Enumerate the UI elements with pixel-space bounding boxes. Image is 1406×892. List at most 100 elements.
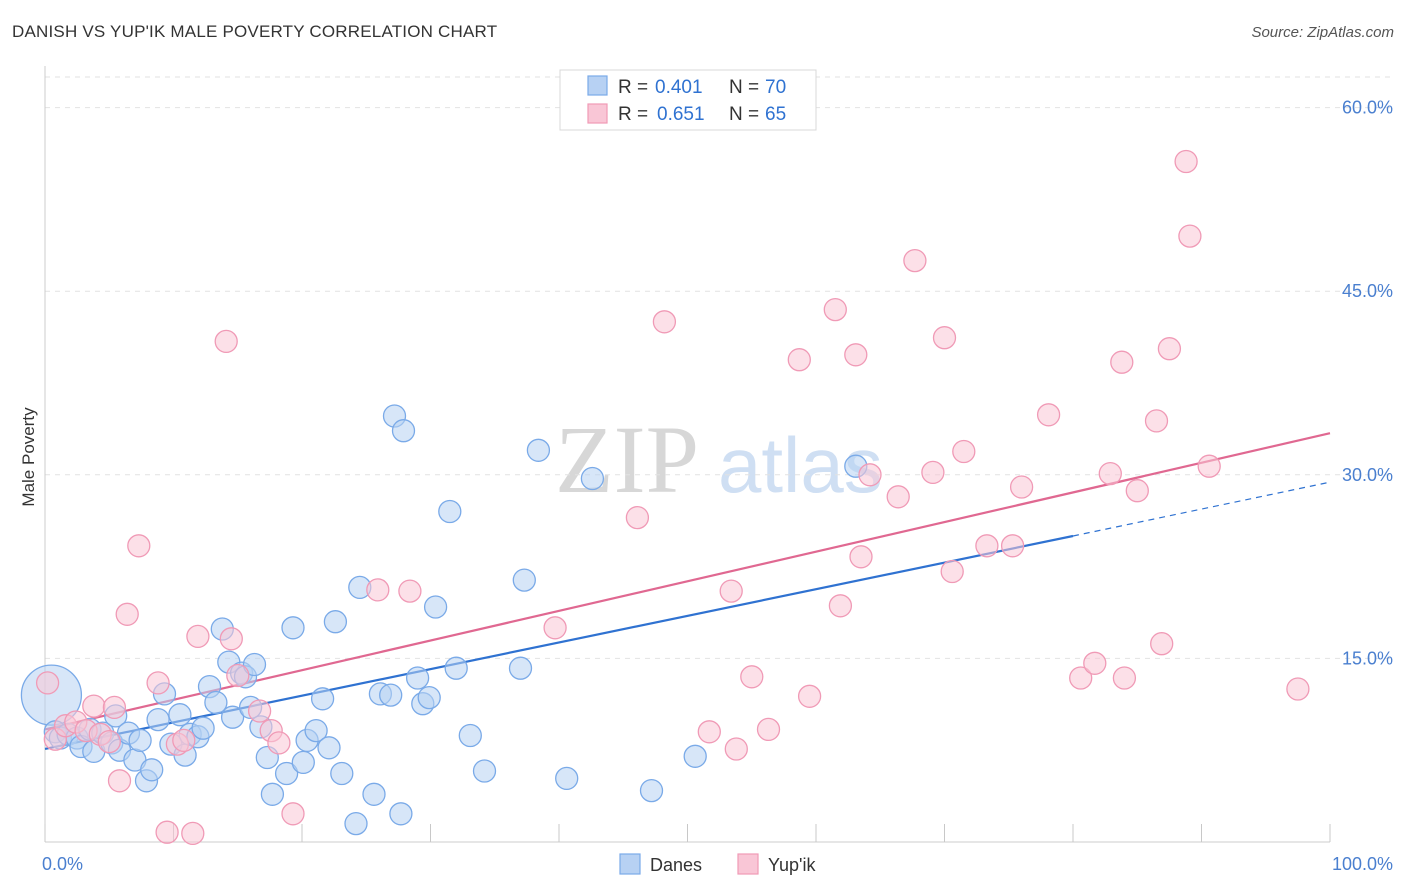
yupik-point: [828, 594, 853, 618]
watermark: ZIP atlas: [555, 406, 883, 513]
danes-point: [362, 782, 386, 806]
yupik-point: [952, 439, 976, 464]
yupik-point: [214, 329, 238, 354]
yupik-point: [1036, 403, 1061, 427]
danes-point: [146, 707, 170, 732]
danes-point: [423, 595, 448, 619]
danes-point: [330, 761, 354, 786]
danes-point: [472, 759, 497, 783]
danes-point: [512, 568, 536, 592]
yupik-point: [35, 671, 60, 695]
yupik-point: [115, 602, 139, 626]
yupik-point: [247, 699, 272, 723]
yupik-point: [366, 578, 390, 602]
y-tick-label: 30.0%: [1342, 465, 1393, 485]
danes-point: [405, 666, 430, 690]
y-tick-label: 60.0%: [1342, 98, 1393, 118]
yupik-point: [697, 720, 721, 744]
yupik-point: [797, 684, 822, 708]
yupik-point: [787, 348, 811, 372]
chart-title: DANISH VS YUP'IK MALE POVERTY CORRELATIO…: [12, 22, 498, 41]
yupik-point: [219, 627, 243, 651]
danes-point: [458, 723, 482, 748]
yupik-point: [858, 463, 882, 487]
danes-point: [508, 656, 533, 680]
danes-point: [291, 750, 315, 775]
yupik-point: [740, 665, 764, 689]
danes-point: [281, 616, 305, 640]
legend-r-value-danes: 0.401: [655, 77, 703, 98]
yupik-point: [1286, 677, 1310, 701]
yupik-point: [97, 729, 121, 754]
series-legend-swatch-danes: [619, 853, 641, 875]
yupik-point: [1178, 224, 1202, 248]
yupik-point: [932, 326, 957, 350]
danes-point: [128, 728, 152, 753]
danes-point: [204, 690, 228, 715]
yupik-point: [1112, 666, 1137, 690]
x-tick-labels: 0.0% 100.0%: [42, 854, 1393, 874]
danes-point: [391, 419, 416, 443]
yupik-point: [155, 820, 179, 844]
yupik-point: [172, 728, 196, 753]
y-axis-label: Male Poverty: [19, 407, 38, 507]
yupik-point: [1125, 479, 1149, 503]
yupik-point: [1174, 149, 1198, 174]
yupik-point: [844, 343, 868, 367]
series-legend-label-yupik: Yup'ik: [768, 855, 816, 875]
danes-point: [379, 683, 403, 707]
danes-point: [323, 610, 348, 634]
yupik-point: [886, 485, 910, 509]
legend-n-value-danes: 70: [765, 77, 786, 98]
yupik-point: [849, 545, 873, 569]
danes-point: [260, 782, 285, 806]
chart-source: Source: ZipAtlas.com: [1251, 24, 1394, 41]
legend-r-label-danes: R =: [618, 77, 648, 98]
yupik-point: [1144, 409, 1169, 433]
danes-point: [191, 716, 215, 740]
yupik-point: [82, 694, 106, 718]
danes-point: [683, 744, 707, 768]
danes-point: [140, 758, 164, 782]
yupik-point: [724, 737, 748, 761]
yupik-point: [398, 579, 422, 603]
yupik-point: [1009, 475, 1034, 499]
danes-point: [220, 705, 245, 729]
legend-n-label-yupik: N =: [729, 104, 759, 125]
yupik-point: [1083, 651, 1107, 675]
y-tick-labels: 15.0% 30.0% 45.0% 60.0%: [1342, 98, 1393, 669]
yupik-point: [903, 248, 927, 273]
yupik-point: [1000, 534, 1025, 558]
y-tick-label: 45.0%: [1342, 281, 1393, 301]
yupik-point: [226, 663, 250, 688]
y-tick-label: 15.0%: [1342, 648, 1393, 668]
yupik-points: [35, 149, 1310, 846]
danes-point: [242, 652, 267, 677]
legend-swatch-danes: [587, 75, 608, 96]
yupik-point: [127, 534, 151, 558]
legend-r-value-yupik: 0.651: [657, 104, 705, 125]
danes-point: [274, 761, 299, 786]
legend-n-label-danes: N =: [729, 77, 759, 98]
series-legend-label-danes: Danes: [650, 855, 702, 875]
yupik-point: [1157, 337, 1182, 361]
yupik-point: [719, 579, 743, 603]
yupik-point: [625, 505, 650, 530]
danes-point: [317, 736, 341, 760]
legend-n-value-yupik: 65: [765, 104, 786, 125]
yupik-point: [181, 821, 205, 846]
danes-point: [304, 718, 328, 743]
danes-point: [526, 438, 551, 462]
series-legend-swatch-yupik: [737, 853, 759, 875]
yupik-point: [652, 310, 677, 334]
stats-legend: R = 0.401 N = 70 R = 0.651 N = 65: [559, 69, 817, 131]
danes-point: [310, 687, 335, 711]
danes-point: [555, 766, 579, 791]
series-legend: Danes Yup'ik: [619, 853, 816, 875]
danes-point: [639, 778, 664, 803]
yupik-point: [756, 717, 781, 742]
yupik-point: [940, 559, 964, 584]
yupik-point: [186, 624, 210, 649]
x-tick-label-max: 100.0%: [1332, 854, 1393, 874]
yupik-point: [107, 769, 132, 793]
